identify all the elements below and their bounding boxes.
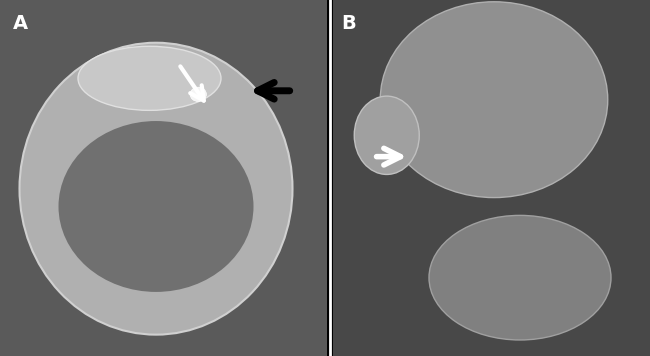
Ellipse shape (190, 87, 207, 101)
Ellipse shape (20, 43, 292, 335)
Ellipse shape (380, 2, 608, 198)
Text: A: A (13, 14, 28, 33)
Text: B: B (341, 14, 356, 33)
Bar (333, 0, 650, 356)
Ellipse shape (354, 96, 419, 174)
Ellipse shape (78, 46, 221, 110)
Ellipse shape (429, 215, 611, 340)
Ellipse shape (58, 121, 254, 292)
Bar (0, 0, 327, 356)
